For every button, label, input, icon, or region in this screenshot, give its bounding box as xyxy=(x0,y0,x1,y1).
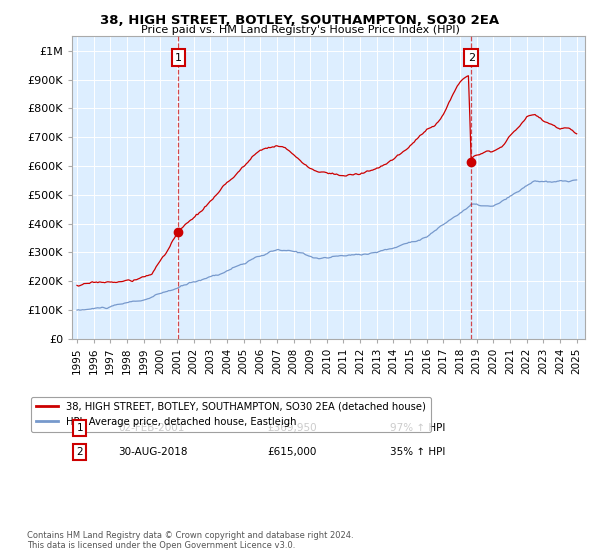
Text: 30-AUG-2018: 30-AUG-2018 xyxy=(118,446,188,456)
Legend: 38, HIGH STREET, BOTLEY, SOUTHAMPTON, SO30 2EA (detached house), HPI: Average pr: 38, HIGH STREET, BOTLEY, SOUTHAMPTON, SO… xyxy=(31,396,431,432)
Text: Contains HM Land Registry data © Crown copyright and database right 2024.
This d: Contains HM Land Registry data © Crown c… xyxy=(27,530,353,550)
Text: 2: 2 xyxy=(467,53,475,63)
Text: 1: 1 xyxy=(76,423,83,433)
Text: 97% ↑ HPI: 97% ↑ HPI xyxy=(390,423,445,433)
Text: 1: 1 xyxy=(175,53,182,63)
Text: £615,000: £615,000 xyxy=(267,446,316,456)
Text: 35% ↑ HPI: 35% ↑ HPI xyxy=(390,446,445,456)
Text: £369,950: £369,950 xyxy=(267,423,317,433)
Text: 38, HIGH STREET, BOTLEY, SOUTHAMPTON, SO30 2EA: 38, HIGH STREET, BOTLEY, SOUTHAMPTON, SO… xyxy=(100,14,500,27)
Text: 2: 2 xyxy=(76,446,83,456)
Text: 02-FEB-2001: 02-FEB-2001 xyxy=(118,423,185,433)
Text: Price paid vs. HM Land Registry's House Price Index (HPI): Price paid vs. HM Land Registry's House … xyxy=(140,25,460,35)
